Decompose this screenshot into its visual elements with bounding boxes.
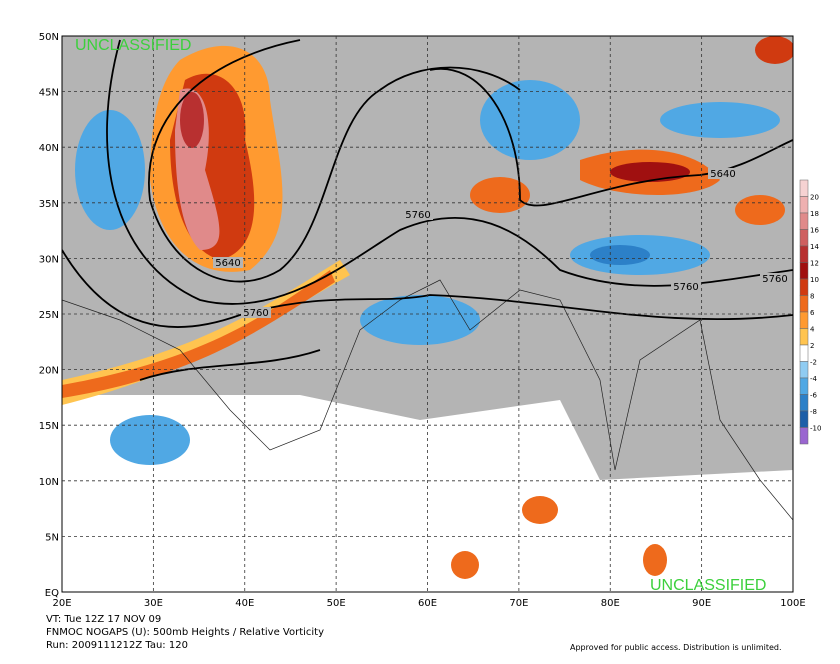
height-contour bbox=[429, 68, 793, 207]
vort-area bbox=[643, 544, 667, 576]
vort-max bbox=[180, 92, 204, 148]
colorbar-label: -10 bbox=[810, 425, 821, 433]
colorbar-label: 12 bbox=[810, 260, 819, 268]
lat-label: 45N bbox=[39, 88, 59, 99]
colorbar-label: 14 bbox=[810, 243, 819, 251]
valid-time: VT: Tue 12Z 17 NOV 09 bbox=[46, 614, 161, 625]
height-contour bbox=[139, 349, 321, 381]
height-contour bbox=[148, 39, 521, 283]
lon-label: 90E bbox=[692, 598, 711, 609]
colorbar-swatch bbox=[799, 229, 809, 247]
lon-label: 80E bbox=[601, 598, 620, 609]
neg-vort-area bbox=[480, 80, 580, 160]
colorbar-label: -2 bbox=[810, 359, 817, 367]
lat-label: 30N bbox=[39, 254, 59, 265]
contour-label-bg bbox=[708, 168, 738, 179]
vort-band-core bbox=[62, 270, 335, 398]
colorbar-label: 20 bbox=[810, 194, 819, 202]
neg-vort-area bbox=[110, 415, 190, 465]
contour-label-bg bbox=[403, 209, 433, 220]
lat-label: EQ bbox=[45, 588, 59, 599]
colorbar-label: 6 bbox=[810, 309, 815, 317]
vort-area bbox=[610, 162, 690, 182]
colorbar-label: 2 bbox=[810, 342, 814, 350]
vort-area bbox=[755, 36, 793, 64]
contour-label: 5760 bbox=[243, 308, 268, 319]
colorbar-label: 10 bbox=[810, 276, 819, 284]
product: FNMOC NOGAPS (U): 500mb Heights / Relati… bbox=[46, 627, 324, 638]
classification: UNCLASSIFIED bbox=[75, 37, 191, 54]
lat-label: 15N bbox=[39, 421, 59, 432]
classification: UNCLASSIFIED bbox=[650, 577, 766, 594]
colorbar-swatch bbox=[799, 361, 809, 379]
contour-label: 5640 bbox=[215, 258, 240, 269]
colorbar-label: 18 bbox=[810, 210, 819, 218]
colorbar-label: -8 bbox=[810, 408, 817, 416]
neg-vort-area bbox=[660, 102, 780, 138]
lon-label: 40E bbox=[235, 598, 254, 609]
lon-label: 70E bbox=[509, 598, 528, 609]
neg-vort-area bbox=[360, 295, 480, 345]
lon-label: 30E bbox=[144, 598, 163, 609]
lat-label: 25N bbox=[39, 310, 59, 321]
colorbar-swatch bbox=[799, 179, 809, 197]
disclaimer: Approved for public access. Distribution… bbox=[570, 643, 782, 652]
lon-label: 100E bbox=[780, 598, 805, 609]
colorbar-label: 8 bbox=[810, 293, 814, 301]
colorbar-swatch bbox=[799, 245, 809, 263]
vort-area bbox=[470, 177, 530, 213]
lat-label: 10N bbox=[39, 477, 59, 488]
vort-area bbox=[735, 195, 785, 225]
lat-label: 35N bbox=[39, 199, 59, 210]
colorbar-label: -6 bbox=[810, 392, 818, 400]
colorbar-swatch bbox=[799, 196, 809, 214]
lat-label: 40N bbox=[39, 143, 59, 154]
colorbar-swatch bbox=[799, 311, 809, 329]
lon-label: 50E bbox=[327, 598, 346, 609]
contour-label: 5640 bbox=[710, 169, 735, 180]
lat-lon-grid: 20E 30E 40E 50E 60E 70E 80E 90E 100E EQ 5N 10N 15N 20… bbox=[39, 32, 806, 609]
lon-label: 60E bbox=[418, 598, 437, 609]
lon-label: 20E bbox=[52, 598, 71, 609]
contour-label-bg bbox=[241, 307, 271, 318]
colorbar-label: 4 bbox=[810, 326, 815, 334]
contour-label-bg bbox=[213, 257, 243, 268]
colorbar: 20 18 16 14 12 10 8 6 4 2 -2 -4 -6 -8 -10 bbox=[799, 179, 821, 445]
height-contour bbox=[106, 39, 793, 305]
lat-label: 50N bbox=[39, 32, 59, 43]
contour-label-bg bbox=[671, 281, 701, 292]
colorbar-swatch bbox=[799, 328, 809, 346]
height-contour bbox=[62, 249, 793, 329]
coastline bbox=[62, 279, 793, 521]
vort-band bbox=[62, 260, 350, 405]
colorbar-swatch bbox=[799, 295, 809, 313]
colorbar-neutral bbox=[799, 344, 809, 362]
contour-label: 5760 bbox=[673, 282, 698, 293]
colorbar-swatch bbox=[799, 262, 809, 280]
lat-label: 20N bbox=[39, 366, 59, 377]
colorbar-label: -4 bbox=[810, 375, 818, 383]
colorbar-swatch bbox=[799, 427, 809, 445]
colorbar-swatch bbox=[799, 394, 809, 412]
colorbar-swatch bbox=[799, 278, 809, 296]
contour-label: 5760 bbox=[405, 210, 430, 221]
colorbar-label: 16 bbox=[810, 227, 819, 235]
neg-vort-area bbox=[590, 245, 650, 265]
lat-label: 5N bbox=[45, 532, 59, 543]
colorbar-swatch bbox=[799, 410, 809, 428]
contour-label: 5760 bbox=[762, 274, 787, 285]
contour-label-bg bbox=[760, 273, 790, 284]
run: Run: 2009111212Z Tau: 120 bbox=[46, 640, 188, 651]
colorbar-swatch bbox=[799, 377, 809, 395]
vort-area bbox=[522, 496, 558, 524]
contour-labels: 5640 5760 5760 5640 5760 5760 bbox=[213, 168, 790, 319]
colorbar-swatch bbox=[799, 212, 809, 230]
vort-area bbox=[451, 551, 479, 579]
